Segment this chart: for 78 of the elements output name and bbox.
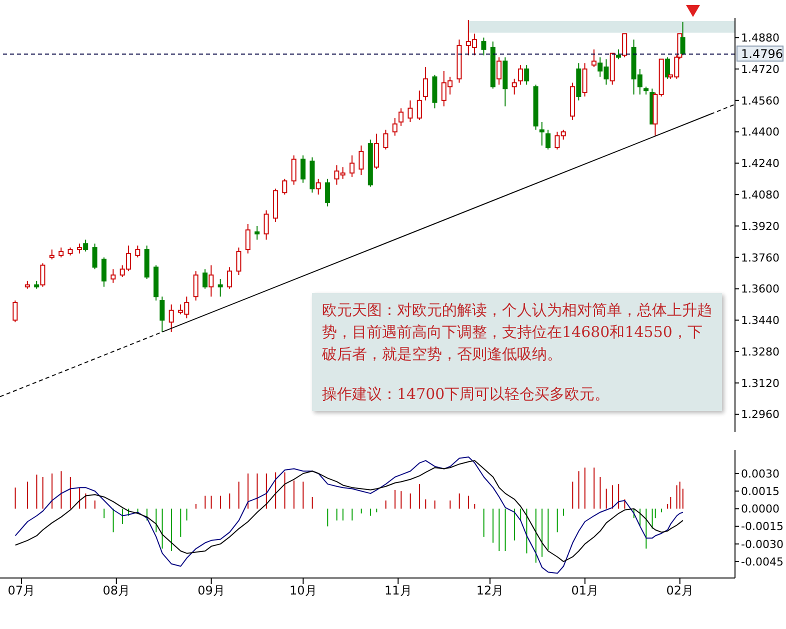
y-tick-label: 1.3760: [741, 251, 780, 264]
y-tick-label: 1.3280: [741, 345, 780, 358]
candlestick: [254, 225, 260, 240]
candlestick: [512, 78, 517, 96]
candlestick: [398, 108, 404, 126]
candlestick: [383, 129, 388, 150]
x-tick-label: 02月: [666, 584, 694, 598]
candlestick: [408, 100, 413, 122]
candlestick: [325, 178, 330, 207]
y-tick-label: 1.4400: [741, 126, 780, 139]
candlestick: [350, 154, 355, 178]
candlestick: [101, 256, 106, 288]
candlestick: [193, 270, 198, 302]
candlestick: [227, 266, 232, 290]
candlestick: [392, 118, 398, 136]
candlestick: [168, 304, 174, 332]
y-tick-label: 0.0030: [741, 467, 780, 480]
y-tick-label: 1.4720: [741, 62, 780, 76]
y-tick-label: 1.4880: [741, 32, 780, 45]
candlestick: [76, 243, 82, 254]
y-tick-label: 1.3920: [741, 220, 780, 233]
candlestick: [49, 249, 54, 260]
y-tick-label: 1.2960: [741, 408, 780, 422]
candlestick: [40, 262, 46, 288]
candlestick: [374, 133, 380, 170]
candlestick: [300, 154, 306, 184]
candlestick: [236, 247, 242, 276]
candlestick: [316, 178, 321, 196]
candlestick: [291, 154, 296, 186]
y-tick-label: -0.0045: [741, 555, 784, 568]
y-tick-label: 1.4560: [741, 94, 780, 108]
candlestick: [202, 268, 208, 290]
candlestick: [496, 56, 502, 86]
candlestick: [622, 33, 628, 58]
candlestick: [358, 145, 364, 176]
candlestick: [416, 90, 422, 121]
y-tick-label: -0.0015: [741, 520, 784, 534]
candlestick: [582, 62, 588, 97]
x-tick-label: 01月: [571, 584, 599, 598]
x-tick-label: 11月: [384, 584, 412, 598]
candlestick: [245, 224, 250, 254]
candlestick: [218, 278, 223, 298]
y-tick-label: 1.3440: [741, 314, 780, 328]
x-tick-label: 08月: [102, 584, 130, 598]
candlestick: [664, 56, 670, 80]
candlestick: [58, 247, 64, 258]
y-tick-label: 1.3600: [741, 282, 780, 296]
candlestick: [135, 245, 140, 258]
y-tick-label: 1.4240: [741, 157, 780, 170]
candlestick: [481, 37, 486, 56]
candlestick: [518, 64, 523, 86]
ref-line-label: 1.4796: [741, 47, 783, 62]
y-tick-label: 1.4080: [741, 188, 780, 202]
candlestick: [546, 129, 551, 150]
candlestick: [160, 296, 165, 332]
x-tick-label: 09月: [198, 584, 225, 598]
y-tick-label: 1.3120: [741, 376, 780, 390]
x-tick-label: 12月: [476, 584, 504, 598]
candlestick: [591, 48, 596, 68]
annotation: 操作建议：14700下周可以轻仓买多欧元。: [322, 384, 611, 405]
y-tick-label: 0.0015: [741, 485, 780, 498]
y-tick-label: 0.0000: [741, 502, 780, 516]
candlestick: [208, 264, 214, 298]
annotation: 欧元天图：对欧元的解读，个人认为相对简单，总体上升趋势，目前遇前高向下调整，支持位在14680和14550，下破后者，就是空势，否则逢低吸纳。: [322, 300, 712, 365]
x-tick-label: 07月: [8, 584, 36, 598]
candlestick: [83, 239, 88, 252]
candlestick: [282, 178, 288, 196]
x-tick-label: 10月: [290, 584, 317, 598]
candlestick: [524, 64, 530, 86]
candlestick: [110, 268, 116, 284]
candlestick: [680, 21, 686, 56]
candlestick: [616, 48, 621, 60]
candlestick: [539, 121, 544, 146]
candlestick: [92, 243, 98, 270]
y-tick-label: -0.0030: [741, 538, 784, 551]
candlestick: [423, 66, 428, 101]
candlestick: [264, 210, 269, 240]
candlestick: [12, 300, 18, 323]
